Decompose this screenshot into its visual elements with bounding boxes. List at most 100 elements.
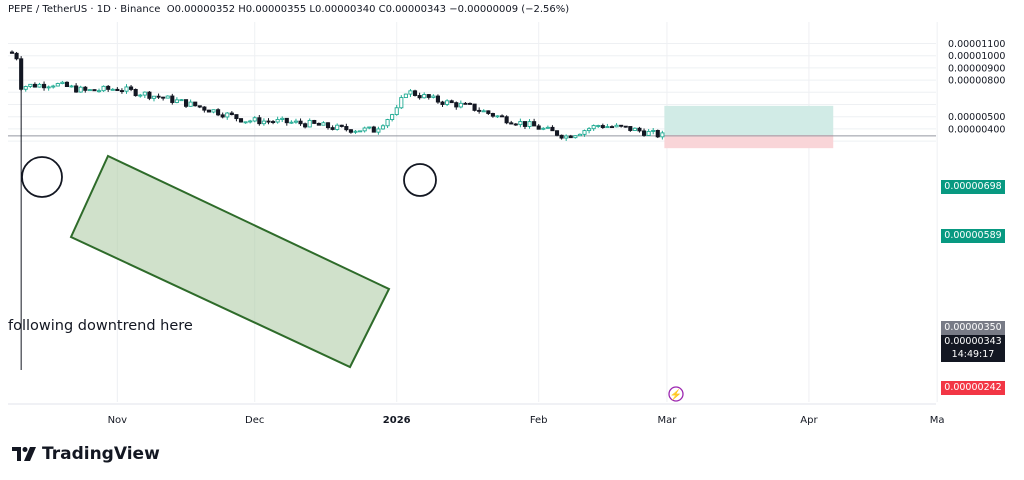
candle-body — [435, 95, 440, 103]
x-tick-label: Mar — [658, 415, 678, 426]
candle-body — [78, 86, 83, 93]
candle-body — [96, 90, 102, 93]
symbol-header: PEPE / TetherUS · 1D · Binance O0.000003… — [8, 4, 569, 15]
candle-body — [74, 85, 79, 93]
candle-body — [170, 95, 175, 103]
candle-body — [481, 110, 486, 113]
candle-body — [577, 133, 582, 137]
candle-body — [559, 134, 564, 139]
prev-close-label: 0.00000350 — [941, 321, 1005, 335]
candle-body — [348, 129, 353, 133]
candle-body — [646, 130, 651, 136]
candle-body — [284, 117, 289, 124]
candle-body — [325, 122, 331, 129]
candle-body — [335, 124, 340, 130]
candle-body — [188, 101, 193, 107]
candle-body — [408, 90, 413, 95]
ohlc-low: L0.00000340 — [309, 4, 376, 15]
x-tick-label: Feb — [530, 415, 548, 426]
symbol-name: PEPE / TetherUS · 1D · Binance — [8, 4, 161, 15]
candle-body — [202, 106, 207, 111]
candle-body — [596, 125, 601, 127]
x-tick-label: Dec — [245, 415, 264, 426]
candle-body — [280, 117, 285, 120]
target-price-label: 0.00000698 — [941, 180, 1005, 194]
candle-body — [568, 135, 573, 139]
tradingview-logo[interactable]: TradingView — [12, 444, 160, 464]
candle-body — [554, 130, 560, 136]
candle-body — [28, 83, 33, 87]
candle-body — [165, 95, 170, 99]
candle-body — [632, 127, 637, 131]
candle-body — [69, 85, 74, 88]
tradingview-logo-icon — [12, 447, 36, 461]
candle-body — [83, 86, 88, 91]
y-tick-label: 0.00000500 — [948, 112, 1005, 123]
candle-body — [60, 81, 65, 84]
long-position-tool: ⚡ — [8, 105, 936, 402]
candle-body — [115, 88, 120, 92]
candle-body — [390, 114, 395, 120]
candles — [9, 50, 665, 370]
candle-body — [440, 101, 445, 105]
candle-body — [403, 93, 408, 99]
candle-body — [513, 123, 518, 126]
candle-body — [216, 109, 221, 116]
candle-body — [51, 85, 56, 88]
candle-body — [358, 130, 363, 133]
candle-body — [609, 126, 615, 129]
candle-body — [417, 95, 422, 99]
candle-body — [431, 95, 436, 98]
y-tick-label: 0.00001100 — [948, 39, 1005, 50]
candle-body — [426, 94, 431, 98]
y-tick-label: 0.00000800 — [948, 76, 1005, 87]
candle-body — [252, 117, 257, 122]
candle-body — [344, 126, 349, 131]
ohlc-close: C0.00000343 — [378, 4, 447, 15]
candle-body — [220, 114, 225, 118]
candle-body — [458, 102, 463, 108]
lightning-icon — [668, 386, 684, 402]
candle-body — [225, 112, 230, 118]
current-price: 0.00000343 — [944, 336, 1002, 347]
target-zone — [664, 105, 834, 135]
candle-body — [490, 113, 495, 117]
candle-body — [316, 122, 321, 126]
current-price-label: 0.00000343 14:49:17 — [941, 335, 1005, 362]
candle-body — [64, 81, 70, 88]
candle-body — [522, 121, 528, 127]
candle-body — [467, 102, 473, 105]
candle-body — [298, 120, 303, 125]
highlight-circle — [403, 163, 437, 197]
candle-body — [14, 52, 19, 60]
highlight-circle — [21, 156, 63, 198]
candle-body — [129, 86, 134, 90]
stop-price-label: 0.00000242 — [941, 381, 1005, 395]
candle-body — [147, 91, 152, 99]
candle-body — [412, 90, 418, 96]
candle-body — [582, 130, 587, 135]
candle-body — [46, 86, 51, 89]
candle-body — [463, 102, 468, 105]
candle-body — [197, 105, 202, 108]
candle-body — [486, 110, 491, 114]
candle-body — [371, 126, 376, 133]
candle-body — [619, 124, 624, 127]
candle-body — [591, 125, 596, 130]
candle-body — [271, 121, 276, 123]
x-tick-label: Nov — [108, 415, 128, 426]
candle-body — [518, 121, 523, 126]
candle-body — [307, 119, 312, 128]
candle-body — [353, 130, 358, 133]
candle-body — [380, 125, 386, 130]
candle-body — [600, 125, 605, 129]
candle-body — [376, 128, 381, 133]
entry-price-label: 0.00000589 — [941, 229, 1005, 243]
candle-body — [321, 122, 326, 126]
downtrend-channel — [69, 154, 391, 369]
bar-countdown: 14:49:17 — [951, 349, 995, 360]
candle-body — [509, 122, 514, 125]
candle-body — [303, 123, 308, 128]
